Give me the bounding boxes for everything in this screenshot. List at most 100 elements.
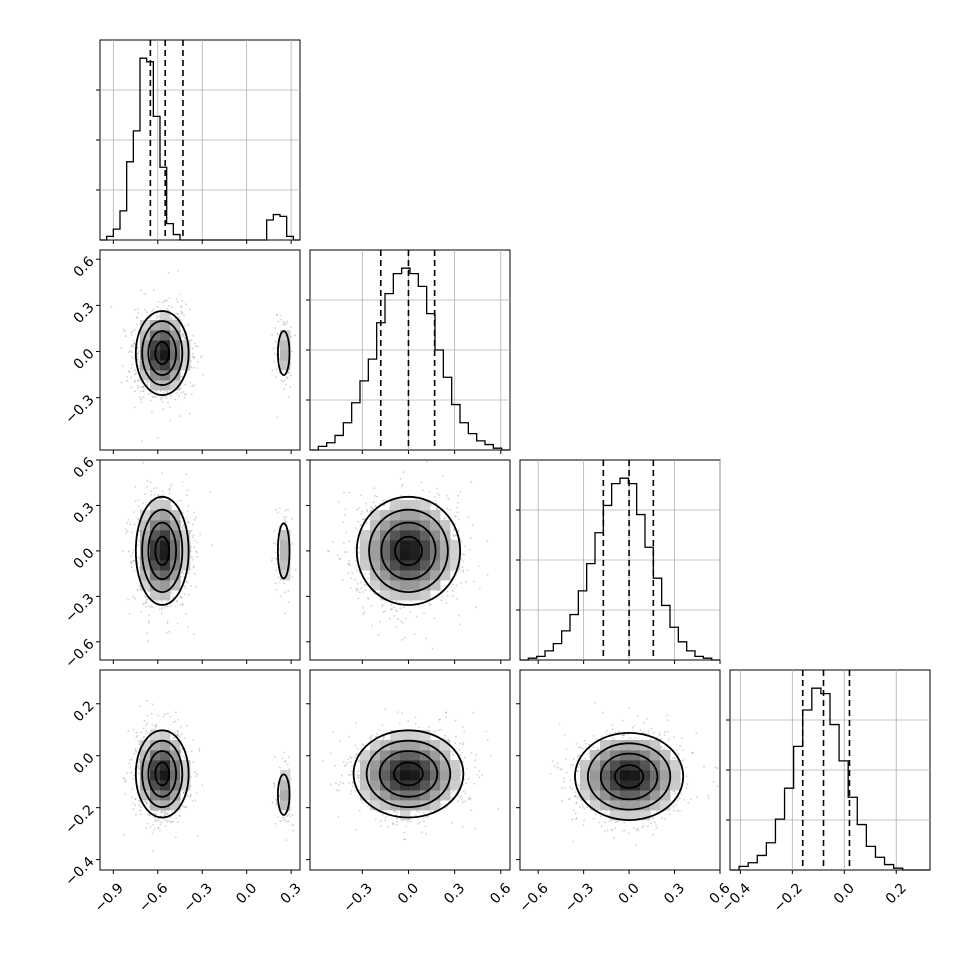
scatter-point: [182, 791, 185, 793]
scatter-point: [337, 554, 339, 557]
scatter-point: [146, 479, 149, 482]
scatter-point: [142, 727, 145, 730]
scatter-point: [191, 556, 194, 559]
scatter-point: [438, 494, 441, 497]
density-cell: [370, 580, 381, 591]
scatter-point: [136, 323, 138, 326]
scatter-point: [138, 377, 141, 380]
scatter-point: [182, 572, 185, 574]
scatter-point: [454, 534, 457, 537]
scatter-point: [405, 617, 407, 620]
density-cell: [170, 370, 181, 381]
density-cell: [370, 530, 381, 541]
scatter-point: [176, 392, 179, 395]
scatter-point: [132, 339, 135, 342]
density-cell: [160, 550, 171, 561]
density-cell: [380, 540, 391, 551]
density-cell: [390, 510, 401, 521]
density-cell: [170, 380, 181, 391]
scatter-point: [279, 595, 282, 597]
scatter-point: [140, 401, 142, 403]
scatter-point: [278, 581, 281, 584]
scatter-point: [174, 711, 177, 714]
scatter-point: [434, 500, 437, 503]
scatter-point: [186, 494, 188, 496]
scatter-point: [134, 308, 136, 311]
scatter-point: [154, 820, 157, 823]
scatter-point: [363, 611, 366, 613]
scatter-point: [379, 621, 382, 624]
scatter-point: [270, 560, 273, 562]
scatter-point: [184, 393, 187, 396]
scatter-point: [349, 564, 351, 566]
scatter-point: [271, 369, 274, 372]
scatter-point: [430, 504, 432, 506]
scatter-point: [138, 566, 141, 569]
scatter-point: [341, 579, 344, 582]
scatter-point: [151, 310, 153, 313]
scatter-point: [166, 308, 169, 310]
scatter-point: [134, 804, 136, 807]
scatter-point: [149, 606, 152, 609]
density-cell: [430, 560, 441, 571]
scatter-point: [139, 809, 141, 812]
density-cell: [420, 590, 431, 601]
scatter-point: [278, 766, 281, 769]
scatter-point: [144, 595, 146, 598]
scatter-point: [285, 376, 288, 379]
scatter-point: [273, 361, 276, 363]
scatter-point: [290, 335, 293, 338]
scatter-point: [146, 383, 149, 386]
scatter-point: [124, 779, 127, 782]
scatter-point: [188, 412, 191, 415]
scatter-point: [193, 518, 196, 521]
scatter-point: [372, 508, 374, 510]
scatter-point: [289, 326, 292, 329]
scatter-point: [191, 800, 194, 802]
scatter-point: [183, 585, 186, 588]
scatter-point: [154, 728, 156, 731]
density-cell: [440, 550, 451, 561]
density-cell: [160, 350, 171, 361]
scatter-point: [168, 296, 171, 299]
scatter-point: [284, 520, 287, 523]
scatter-point: [148, 392, 151, 395]
scatter-point: [358, 546, 361, 549]
scatter-point: [284, 760, 287, 762]
scatter-point: [191, 347, 194, 350]
scatter-point: [347, 562, 350, 565]
scatter-point: [166, 390, 168, 393]
density-cell: [410, 540, 421, 551]
scatter-point: [276, 511, 279, 514]
scatter-point: [171, 306, 174, 309]
scatter-point: [126, 772, 128, 775]
scatter-point: [192, 352, 194, 355]
scatter-point: [189, 308, 191, 310]
scatter-point: [131, 531, 133, 534]
scatter-point: [287, 395, 290, 398]
density-cell: [180, 550, 191, 561]
scatter-point: [151, 728, 153, 731]
scatter-point: [274, 542, 277, 545]
scatter-point: [457, 501, 459, 504]
scatter-point: [145, 827, 148, 829]
scatter-point: [166, 605, 169, 608]
scatter-point: [130, 386, 133, 389]
density-cell: [160, 340, 171, 351]
density-cell: [150, 360, 161, 371]
scatter-point: [461, 553, 463, 555]
scatter-point: [191, 385, 194, 388]
scatter-point: [271, 801, 274, 804]
scatter-point: [149, 399, 152, 402]
scatter-point: [143, 389, 145, 391]
scatter-point: [123, 833, 125, 836]
scatter-point: [362, 607, 364, 609]
scatter-point: [274, 340, 277, 343]
scatter-point: [172, 596, 175, 599]
scatter-point: [354, 578, 357, 581]
scatter-point: [201, 784, 204, 787]
scatter-point: [184, 337, 187, 340]
scatter-point: [344, 513, 346, 516]
scatter-point: [392, 606, 395, 609]
scatter-point: [133, 570, 136, 572]
